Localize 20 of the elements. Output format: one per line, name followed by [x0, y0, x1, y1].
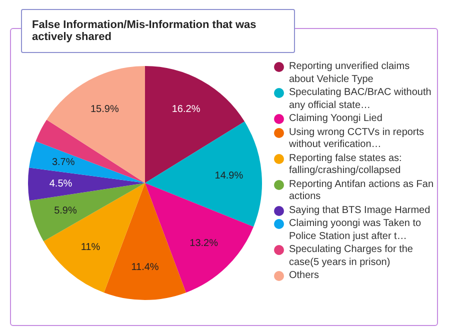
- legend-label: Claiming yoongi was Taken to Police Station just after t…: [289, 218, 422, 243]
- chart-title: False Information/Mis-Information that was actively shared: [21, 9, 295, 53]
- legend-label: Claiming Yoongi Lied: [289, 113, 382, 126]
- data-label: 14.9%: [214, 170, 244, 182]
- legend-label: Others: [289, 270, 320, 282]
- data-label: 5.9%: [54, 206, 77, 217]
- legend-label: Reporting false states as: falling/crashing/collapsed: [289, 152, 403, 178]
- legend-label: Speculating BAC/BrAC withouth any official state…: [289, 87, 432, 112]
- data-label: 16.2%: [172, 104, 200, 116]
- data-label: 11%: [80, 242, 100, 253]
- legend-label: Using wrong CCTVs in reports without verification…: [289, 126, 426, 152]
- data-label: 13.2%: [190, 238, 218, 250]
- legend-label: Saying that BTS Image Harmed: [289, 204, 430, 217]
- data-label: 4.5%: [49, 178, 72, 190]
- legend-label: Reporting Antifan actions as Fan actions: [289, 178, 434, 204]
- data-label: 11.4%: [131, 262, 159, 273]
- data-label: 3.7%: [52, 157, 75, 168]
- legend-label: Speculating Charges for the case(5 years in prison): [289, 244, 414, 269]
- data-label: 15.9%: [90, 104, 119, 115]
- legend-label: Reporting unverified claims about Vehicle Type: [289, 61, 411, 86]
